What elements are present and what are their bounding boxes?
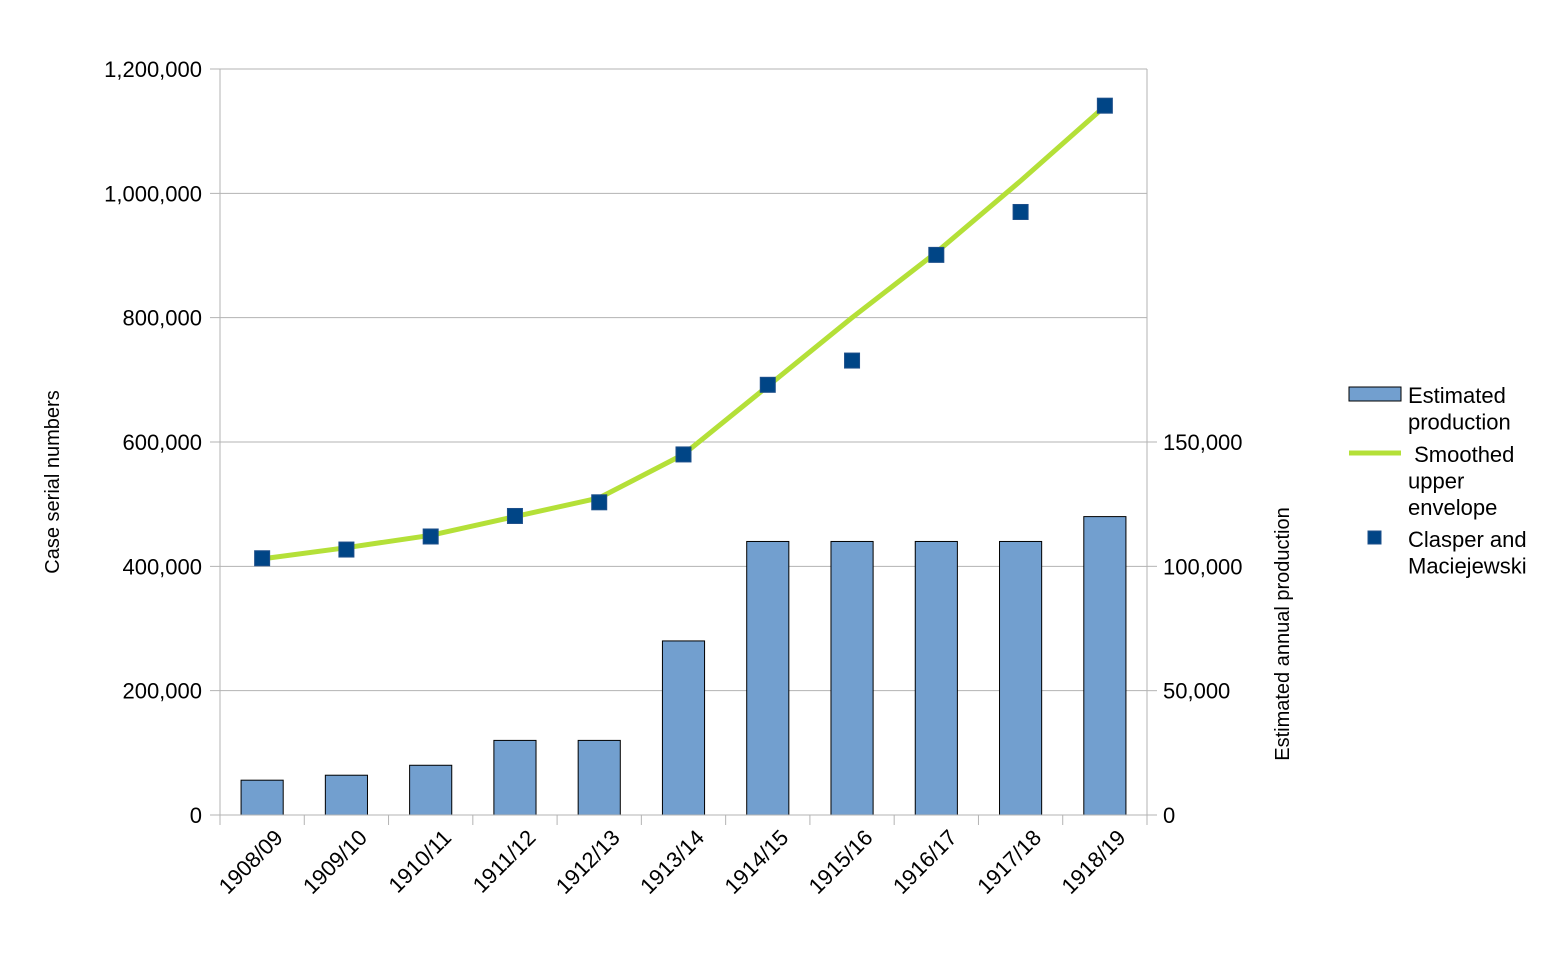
point-1911/12 (506, 507, 523, 524)
right-tick-label: 0 (1163, 803, 1175, 828)
x-tick-label: 1914/15 (719, 825, 793, 899)
legend-label: Clasper and Maciejewski (1408, 527, 1527, 579)
legend-bar-swatch (1348, 386, 1402, 402)
point-1914/15 (759, 376, 776, 393)
plot-frame (219, 69, 1157, 825)
point-1913/14 (675, 446, 692, 463)
left-tick-label: 200,000 (122, 679, 202, 704)
x-tick-label: 1912/13 (551, 825, 625, 899)
bar-series (240, 516, 1127, 816)
x-axis-ticks: 1908/09 1909/10 1910/11 1911/12 1912/13 1913/… (214, 825, 1131, 899)
right-axis-title: Estimated annual production (1272, 507, 1294, 761)
legend: Estimated production Smoothed upper envelop… (1348, 383, 1527, 579)
bar-1910/11 (409, 764, 453, 816)
bar-1914/15 (746, 540, 790, 816)
bar-1917/18 (999, 540, 1043, 816)
point-1909/10 (338, 541, 355, 558)
left-tick-label: 1,200,000 (104, 57, 202, 82)
left-tick-label: 1,000,000 (104, 181, 202, 206)
x-tick-label: 1910/11 (383, 825, 456, 898)
bar-1908/09 (240, 779, 284, 816)
x-tick-label: 1918/19 (1057, 825, 1131, 899)
x-tick-label: 1913/14 (635, 825, 709, 899)
bar-1909/10 (324, 774, 368, 816)
bar-1913/14 (661, 640, 706, 816)
point-1917/18 (1012, 203, 1029, 220)
left-tick-label: 800,000 (122, 306, 202, 331)
right-axis-ticks: 0 50,000 100,000 150,000 (1163, 430, 1243, 828)
gridlines (210, 68, 1147, 816)
x-tick-label: 1916/17 (888, 825, 962, 899)
left-axis-ticks: 0 200,000 400,000 600,000 800,000 1,000,000 1,… (104, 57, 202, 828)
point-1912/13 (591, 494, 608, 511)
x-tick-label: 1915/16 (804, 825, 878, 899)
legend-label: Estimated production (1408, 383, 1511, 435)
bar-1912/13 (577, 739, 621, 816)
right-tick-label: 100,000 (1163, 554, 1243, 579)
x-tick-label: 1908/09 (214, 825, 288, 899)
left-tick-label: 0 (190, 803, 202, 828)
point-1918/19 (1096, 97, 1113, 114)
smoothed-envelope-line (259, 103, 1108, 562)
left-axis-title: Case serial numbers (42, 390, 64, 573)
legend-point-swatch (1367, 530, 1382, 545)
legend-label: Smoothed upper envelope (1408, 442, 1514, 520)
point-1908/09 (254, 550, 271, 567)
bar-1915/16 (830, 540, 874, 816)
right-tick-label: 50,000 (1163, 679, 1230, 704)
bar-1918/19 (1083, 516, 1127, 816)
x-tick-label: 1911/12 (468, 825, 541, 898)
left-tick-label: 600,000 (122, 430, 202, 455)
point-1915/16 (844, 352, 861, 369)
line-series (259, 103, 1108, 562)
point-1910/11 (422, 528, 439, 545)
left-tick-label: 400,000 (122, 554, 202, 579)
x-tick-label: 1909/10 (298, 825, 372, 899)
bar-1916/17 (914, 540, 958, 816)
bar-1911/12 (493, 739, 537, 816)
right-tick-label: 150,000 (1163, 430, 1243, 455)
scatter-series (254, 97, 1113, 567)
x-tick-label: 1917/18 (972, 825, 1046, 899)
point-1916/17 (928, 246, 945, 263)
